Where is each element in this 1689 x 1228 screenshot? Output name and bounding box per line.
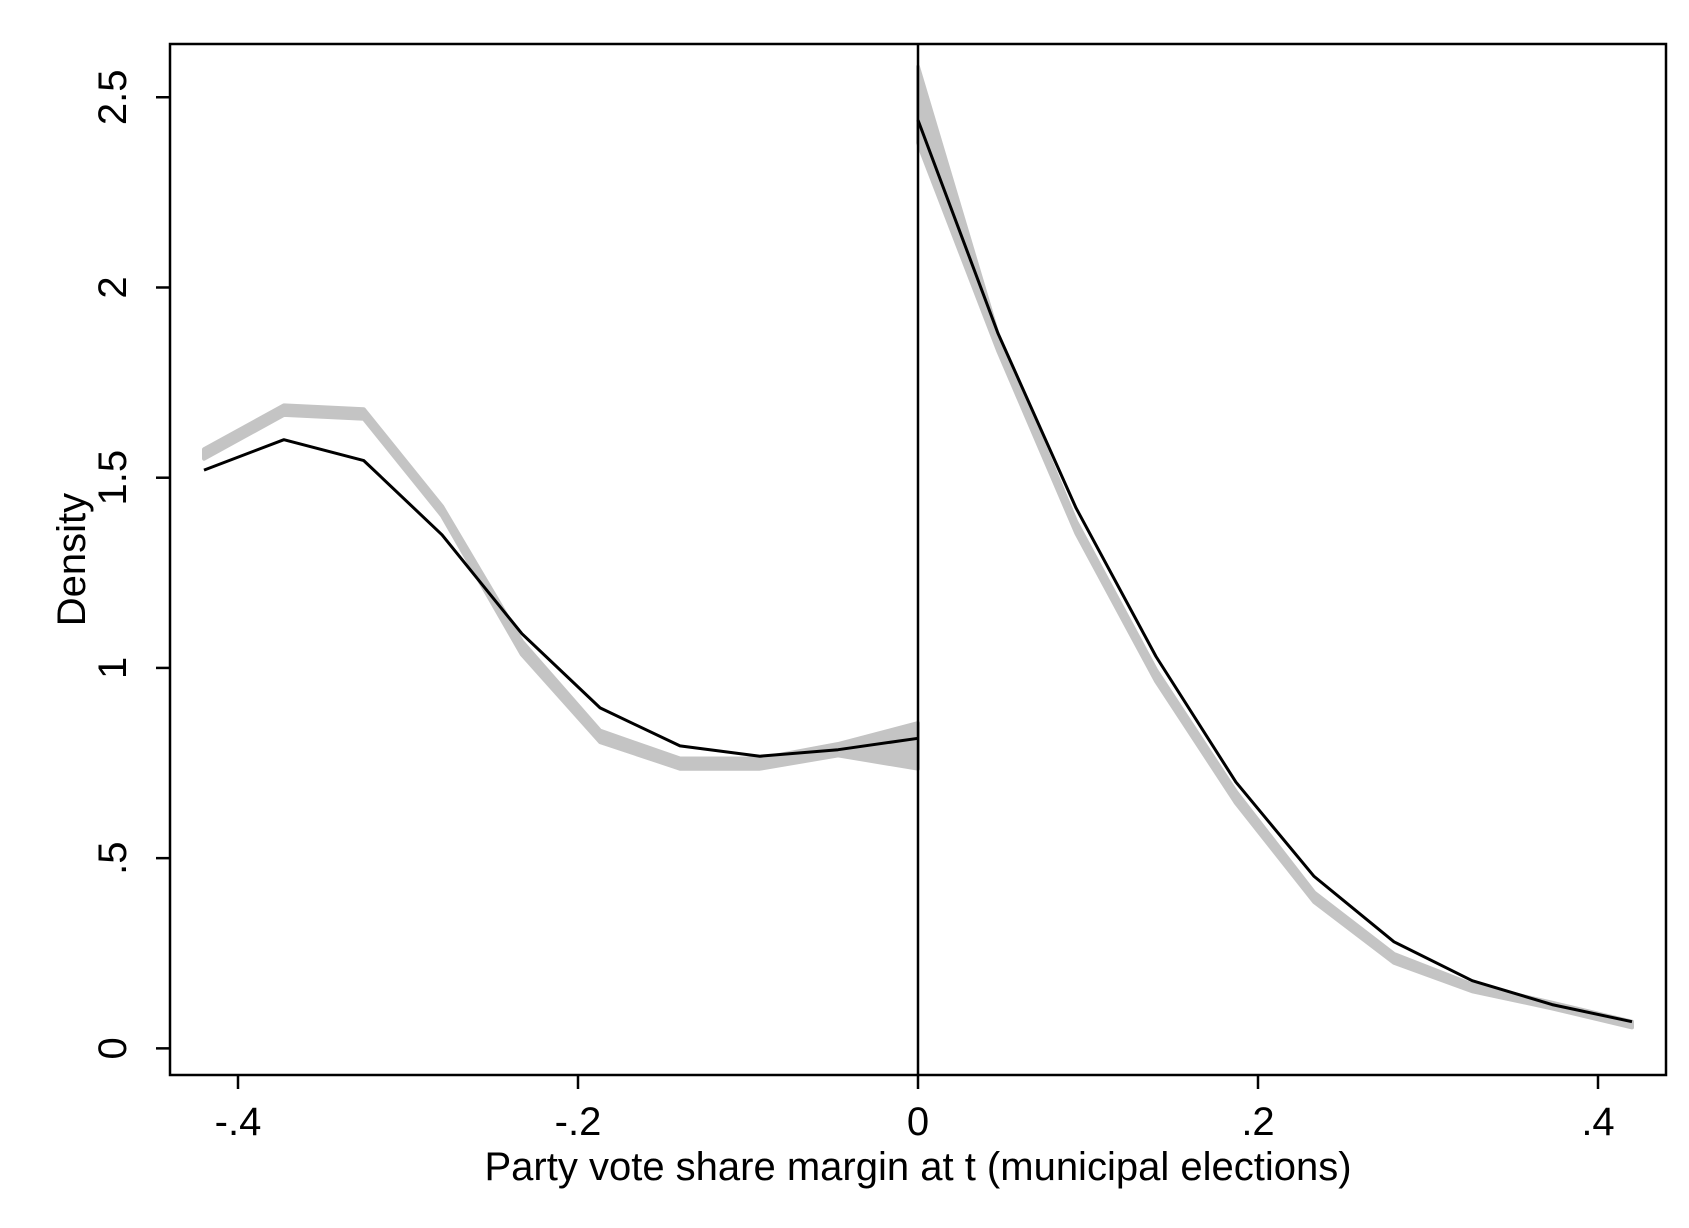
- x-tick-label: -.4: [215, 1100, 262, 1144]
- y-tick-label: 0: [91, 1037, 135, 1059]
- y-tick-label: 1: [91, 657, 135, 679]
- x-tick-label: -.2: [555, 1100, 602, 1144]
- x-tick-label: .4: [1581, 1100, 1614, 1144]
- x-tick-label: .2: [1241, 1100, 1274, 1144]
- x-tick-label: 0: [907, 1100, 929, 1144]
- y-axis: 0 .5 1 1.5 2 2.5: [91, 69, 170, 1059]
- band-right-area: [916, 64, 1634, 1030]
- y-tick-label: 1.5: [91, 450, 135, 506]
- y-tick-label: 2: [91, 276, 135, 298]
- y-tick-label: .5: [91, 841, 135, 874]
- x-axis-title: Party vote share margin at t (municipal …: [484, 1145, 1351, 1189]
- x-axis: -.4 -.2 0 .2 .4: [215, 1075, 1615, 1144]
- density-lines: [203, 119, 1633, 1024]
- density-right-line: [916, 119, 1633, 1024]
- y-tick-label: 2.5: [91, 69, 135, 125]
- density-left-line: [203, 438, 919, 758]
- y-axis-title: Density: [50, 493, 94, 626]
